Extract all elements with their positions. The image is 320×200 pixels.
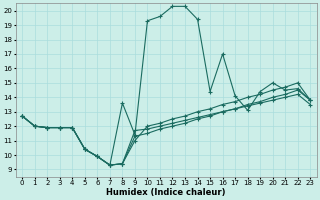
X-axis label: Humidex (Indice chaleur): Humidex (Indice chaleur)	[107, 188, 226, 197]
